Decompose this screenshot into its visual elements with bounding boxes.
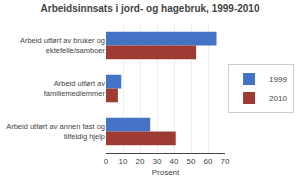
svg-text:2010: 2010 bbox=[269, 94, 287, 103]
svg-text:40: 40 bbox=[170, 157, 179, 166]
svg-text:0: 0 bbox=[104, 157, 109, 166]
svg-text:50: 50 bbox=[187, 157, 196, 166]
svg-text:70: 70 bbox=[221, 157, 230, 166]
svg-text:1999: 1999 bbox=[269, 75, 287, 84]
svg-text:10: 10 bbox=[119, 157, 128, 166]
svg-text:Prosent: Prosent bbox=[152, 168, 180, 177]
svg-text:60: 60 bbox=[204, 157, 213, 166]
svg-text:Arbeid utført av bruker ogekte: Arbeid utført av bruker ogektefelle/samb… bbox=[20, 36, 106, 55]
svg-text:Arbeid utført av annen fast og: Arbeid utført av annen fast ogtilfeldig … bbox=[6, 122, 105, 141]
svg-text:30: 30 bbox=[153, 157, 162, 166]
svg-text:Arbeid utført avfamiliemedlemm: Arbeid utført avfamiliemedlemmer bbox=[44, 79, 106, 98]
svg-text:20: 20 bbox=[136, 157, 145, 166]
svg-text:Arbeidsinnsats i jord- og hage: Arbeidsinnsats i jord- og hagebruk, 1999… bbox=[41, 3, 260, 14]
